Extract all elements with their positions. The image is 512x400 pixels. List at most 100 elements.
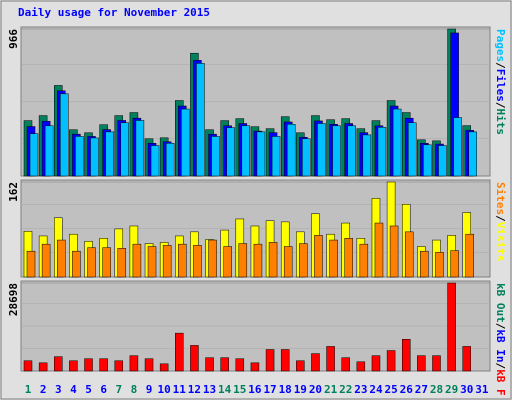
y-tick-label: 966 bbox=[7, 29, 20, 49]
bar bbox=[193, 245, 202, 278]
bar bbox=[175, 332, 184, 372]
x-tick-label: 9 bbox=[146, 383, 153, 396]
y-tick-label: 28698 bbox=[7, 283, 20, 316]
bar bbox=[196, 63, 205, 177]
bar bbox=[102, 247, 111, 278]
x-tick-label: 5 bbox=[85, 383, 92, 396]
bar bbox=[38, 362, 48, 372]
bar bbox=[147, 246, 157, 278]
bar bbox=[75, 136, 84, 177]
bar bbox=[60, 93, 69, 177]
legend-entry: Visits bbox=[494, 222, 507, 262]
legend-entry: Pages bbox=[494, 29, 507, 62]
x-tick-label: 30 bbox=[460, 383, 473, 396]
bar bbox=[371, 355, 381, 372]
bar bbox=[265, 349, 275, 372]
bar bbox=[250, 362, 260, 372]
x-tick-label: 19 bbox=[294, 383, 307, 396]
bar bbox=[26, 250, 36, 278]
x-tick-label: 3 bbox=[55, 383, 62, 396]
bar bbox=[271, 136, 281, 177]
bar bbox=[241, 125, 251, 177]
bar bbox=[280, 349, 290, 372]
bar bbox=[374, 222, 384, 278]
legend-entry: Sites bbox=[494, 182, 507, 215]
bar bbox=[208, 239, 217, 278]
bar bbox=[326, 346, 335, 372]
x-tick-label: 14 bbox=[218, 383, 232, 396]
legend: Sites/Visits bbox=[494, 182, 507, 262]
legend-entry: kB Out bbox=[494, 283, 507, 323]
bar bbox=[468, 131, 477, 177]
legend-entry: kB F bbox=[494, 369, 507, 396]
bar bbox=[392, 108, 402, 177]
x-tick-label: 17 bbox=[263, 383, 276, 396]
bar bbox=[417, 355, 426, 372]
legend-separator: / bbox=[494, 323, 507, 330]
bar bbox=[435, 252, 444, 278]
bar bbox=[356, 361, 366, 372]
bar bbox=[359, 243, 369, 278]
bar bbox=[87, 247, 96, 278]
x-tick-label: 7 bbox=[115, 383, 122, 396]
bar bbox=[129, 355, 139, 372]
bar bbox=[465, 233, 474, 278]
bar bbox=[302, 138, 311, 177]
bar bbox=[99, 358, 108, 372]
x-tick-label: 16 bbox=[248, 383, 262, 396]
bar bbox=[162, 245, 172, 278]
legend-entry: Files bbox=[494, 69, 507, 102]
bar bbox=[165, 143, 175, 177]
bar bbox=[117, 248, 127, 278]
bar bbox=[235, 358, 245, 372]
legend-separator: / bbox=[494, 215, 507, 222]
bar bbox=[401, 339, 411, 372]
bar bbox=[72, 250, 81, 278]
bar bbox=[57, 239, 66, 278]
bar bbox=[44, 125, 54, 177]
bar bbox=[386, 350, 396, 372]
bar bbox=[159, 363, 169, 372]
x-tick-label: 10 bbox=[158, 383, 171, 396]
x-tick-label: 28 bbox=[430, 383, 443, 396]
bar bbox=[41, 243, 51, 278]
bar bbox=[253, 243, 263, 278]
x-tick-label: 1 bbox=[25, 383, 32, 396]
bar bbox=[144, 358, 154, 372]
x-tick-label: 6 bbox=[100, 383, 107, 396]
x-tick-label: 18 bbox=[279, 383, 292, 396]
x-tick-label: 23 bbox=[354, 383, 367, 396]
x-tick-label: 24 bbox=[369, 383, 383, 396]
x-tick-label: 22 bbox=[339, 383, 352, 396]
bar bbox=[150, 145, 160, 177]
bar bbox=[311, 353, 320, 372]
x-tick-label: 21 bbox=[324, 383, 338, 396]
bar bbox=[432, 355, 441, 372]
y-tick-label: 162 bbox=[7, 182, 20, 202]
bar bbox=[347, 125, 356, 177]
bar bbox=[211, 136, 220, 177]
chart-title: Daily usage for November 2015 bbox=[18, 6, 210, 19]
legend: Pages/Files/Hits bbox=[494, 29, 507, 135]
bar bbox=[256, 131, 266, 177]
bar bbox=[54, 356, 63, 372]
legend-separator: / bbox=[494, 62, 507, 69]
bar bbox=[220, 357, 229, 372]
x-tick-label: 31 bbox=[475, 383, 489, 396]
bar bbox=[462, 346, 471, 372]
x-tick-label: 13 bbox=[203, 383, 216, 396]
bar bbox=[268, 242, 278, 278]
bar bbox=[329, 239, 338, 278]
bar bbox=[105, 131, 114, 177]
bar bbox=[447, 282, 456, 372]
legend-separator: / bbox=[494, 363, 507, 370]
bar bbox=[299, 243, 308, 278]
x-tick-label: 15 bbox=[233, 383, 246, 396]
bar bbox=[178, 243, 187, 278]
x-tick-label: 20 bbox=[309, 383, 322, 396]
x-tick-label: 25 bbox=[384, 383, 397, 396]
bar bbox=[132, 243, 142, 278]
bar bbox=[29, 133, 39, 177]
